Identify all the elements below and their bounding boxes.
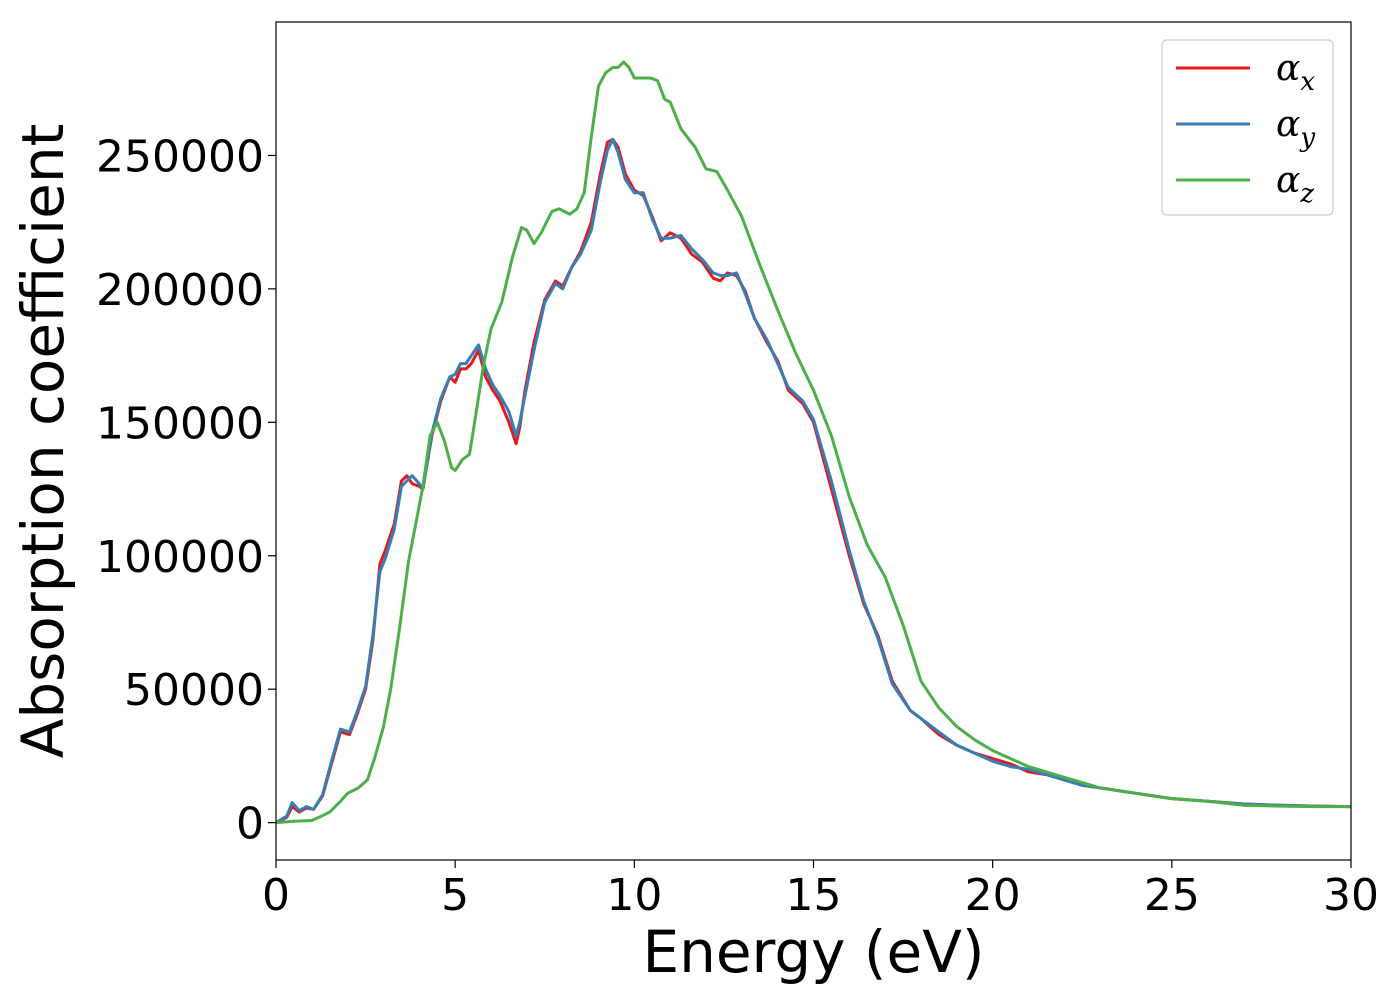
x-tick-label: 15 bbox=[786, 870, 842, 921]
series-line-x bbox=[276, 137, 1351, 825]
x-tick-label: 10 bbox=[606, 870, 662, 921]
x-tick-label: 25 bbox=[1144, 870, 1200, 921]
x-axis: 0 5 10 15 20 25 30 bbox=[262, 860, 1379, 921]
legend: αx αy αz bbox=[1161, 39, 1334, 216]
legend-label-x: αx bbox=[1276, 48, 1315, 97]
legend-label-z: αz bbox=[1276, 160, 1314, 209]
series-layer bbox=[276, 60, 1351, 825]
legend-label-y: αy bbox=[1276, 104, 1315, 153]
y-tick-label: 250000 bbox=[96, 131, 264, 182]
x-tick-label: 20 bbox=[965, 870, 1021, 921]
y-axis-title: Absorption coefficient bbox=[9, 124, 77, 759]
y-tick-label: 200000 bbox=[96, 265, 264, 316]
x-tick-label: 5 bbox=[441, 870, 469, 921]
series-line-z bbox=[276, 60, 1351, 825]
legend-box bbox=[1161, 39, 1334, 216]
y-axis: 0 50000 100000 150000 200000 250000 bbox=[96, 131, 276, 850]
y-tick-label: 100000 bbox=[96, 532, 264, 583]
x-tick-label: 0 bbox=[262, 870, 290, 921]
x-tick-label: 30 bbox=[1323, 870, 1379, 921]
y-tick-label: 0 bbox=[236, 799, 264, 850]
series-line-y bbox=[276, 137, 1351, 825]
x-axis-title: Energy (eV) bbox=[642, 918, 984, 986]
y-tick-label: 50000 bbox=[124, 665, 264, 716]
y-tick-label: 150000 bbox=[96, 398, 264, 449]
